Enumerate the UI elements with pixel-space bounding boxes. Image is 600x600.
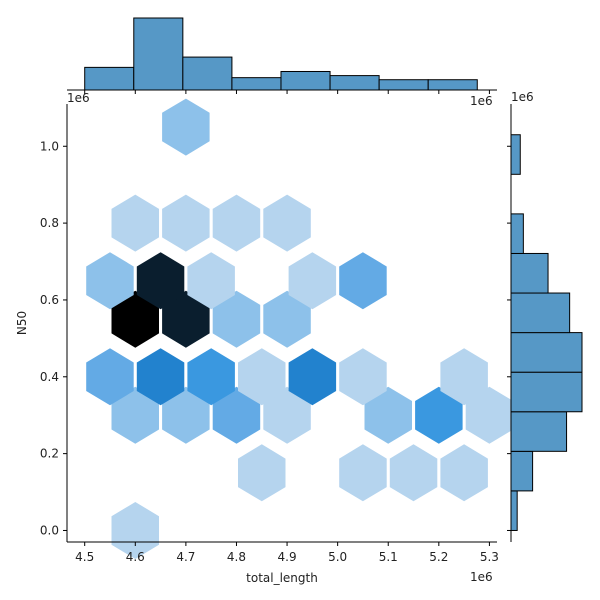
hexbin-cell — [440, 444, 488, 502]
y-hist-bar — [510, 411, 568, 452]
hexbin-cell — [364, 386, 412, 444]
right-marginal-offset-text: 1e6 — [511, 90, 534, 104]
y-hist-bar — [510, 490, 518, 531]
y-offset-text-main: 1e6 — [67, 91, 90, 105]
hexbin-cell — [162, 194, 210, 252]
x-tick-label: 4.6 — [126, 550, 145, 564]
hexbin-cell — [111, 194, 159, 252]
hexbin-cell — [212, 290, 261, 348]
hexbin-cell — [212, 386, 261, 444]
hexbin-cell — [415, 386, 463, 444]
x-tick-label: 4.7 — [176, 550, 195, 564]
y-tick-label: 0.2 — [40, 447, 59, 461]
x-tick-label: 5.2 — [429, 550, 448, 564]
hexbin-cell — [86, 252, 134, 310]
y-hist-bar — [510, 292, 571, 334]
x-axis-label: total_length — [246, 571, 318, 585]
hexbin-cell — [162, 290, 210, 348]
x-hist-bar — [231, 77, 282, 91]
x-offset-text: 1e6 — [470, 570, 493, 584]
x-hist-bar — [378, 79, 429, 91]
hexbin-cell — [263, 290, 311, 348]
hexbin-cell — [288, 348, 337, 406]
hexbin-cell — [136, 348, 185, 406]
hexbin-cell — [86, 348, 134, 406]
hexbin-cell — [263, 194, 311, 252]
x-hist-bar — [329, 75, 380, 91]
y-tick-label: 0.6 — [40, 293, 59, 307]
hexbin-cell — [440, 348, 488, 406]
hexbin-cell — [162, 98, 210, 156]
y-hist-bar — [510, 450, 534, 492]
hexbin-cell — [238, 348, 286, 406]
x-tick-label: 5.0 — [328, 550, 347, 564]
y-hist-bar — [510, 371, 583, 413]
x-hist-bar — [427, 79, 478, 91]
x-hist-bar — [84, 66, 135, 91]
hexbin-cell — [339, 348, 387, 406]
y-tick-label: 0.8 — [40, 216, 59, 230]
hexbin-cell — [339, 444, 387, 502]
x-tick-label: 4.9 — [278, 550, 297, 564]
hexbin-cell — [238, 444, 286, 502]
hexbin-cell — [111, 502, 159, 559]
hexbin-cell — [187, 348, 235, 406]
hexbin-cell — [187, 252, 235, 310]
hexbin-cell — [111, 290, 159, 348]
hexbin-cell — [389, 444, 438, 502]
x-tick-label: 4.5 — [75, 550, 94, 564]
hexbin-cell — [212, 194, 261, 252]
hexbin-cell — [465, 386, 514, 444]
x-tick-label: 5.3 — [480, 550, 499, 564]
x-tick-label: 5.1 — [379, 550, 398, 564]
x-hist-bar — [133, 17, 184, 91]
hexbin-cell — [339, 252, 387, 310]
x-hist-bar — [182, 56, 233, 91]
y-hist-bar — [510, 213, 524, 254]
hexbin-cell — [136, 252, 185, 310]
y-axis-label: N50 — [15, 311, 29, 335]
y-tick-label: 0.4 — [40, 370, 59, 384]
x-tick-label: 4.8 — [227, 550, 246, 564]
hexbin-cell — [288, 252, 337, 310]
y-tick-label: 1.0 — [40, 139, 59, 153]
y-hist-bar — [510, 134, 521, 175]
x-hist-bar — [280, 70, 331, 91]
y-hist-bar — [510, 332, 583, 373]
hexbin-cell — [111, 386, 159, 444]
top-marginal-histogram — [84, 17, 478, 91]
y-hist-bar — [510, 252, 549, 294]
top-marginal-offset-text: 1e6 — [470, 94, 493, 108]
hexbin-cell — [162, 386, 210, 444]
hexbin-layer — [86, 98, 514, 559]
right-marginal-histogram — [510, 134, 583, 531]
hexbin-cell — [263, 386, 311, 444]
y-tick-label: 0.0 — [40, 523, 59, 537]
